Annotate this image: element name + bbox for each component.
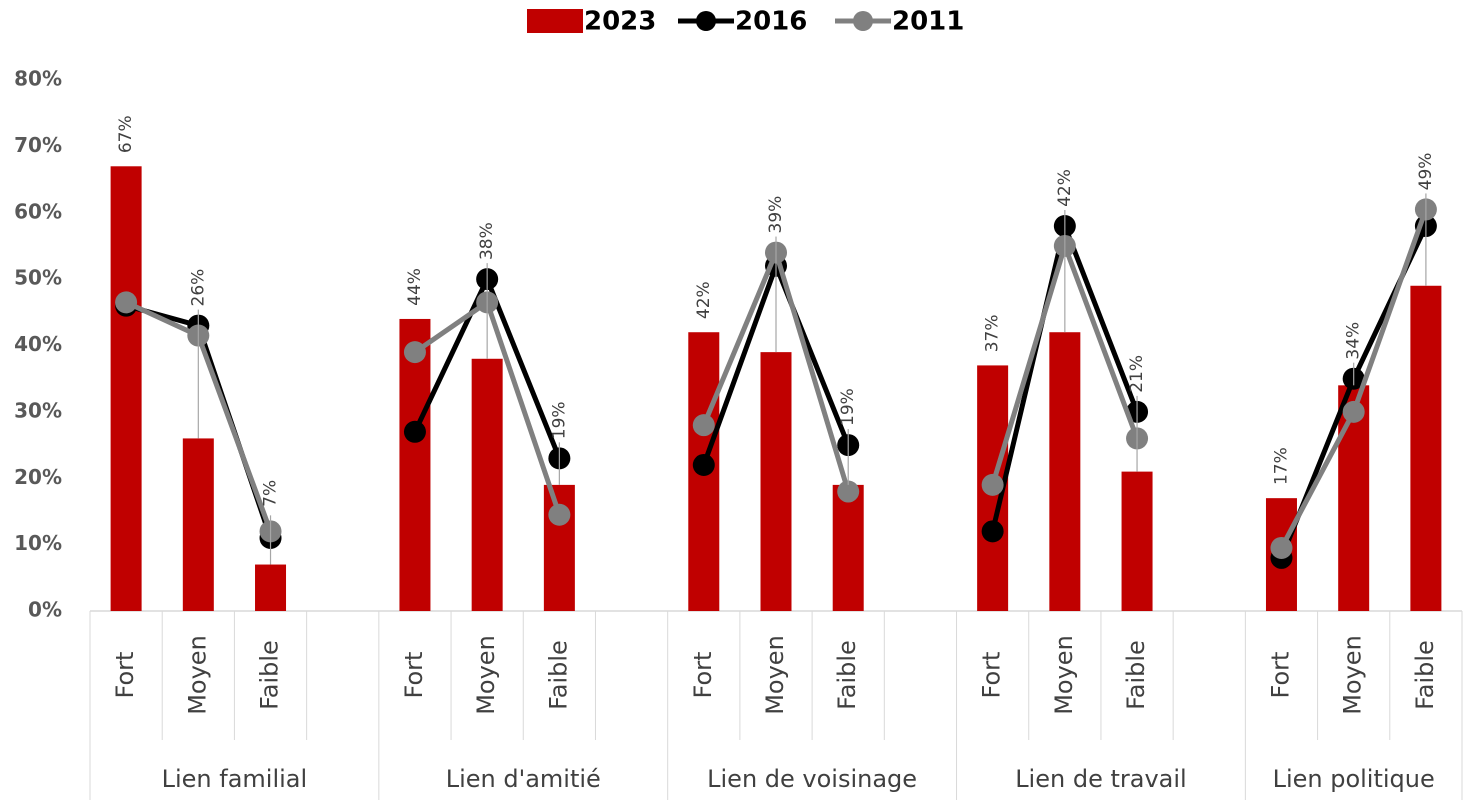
y-tick-label: 30% xyxy=(14,398,62,422)
bar xyxy=(1121,471,1153,611)
bar xyxy=(110,166,142,611)
x-tick-label: Moyen xyxy=(1339,635,1367,715)
marker xyxy=(692,414,715,437)
data-label: 7% xyxy=(261,480,281,507)
y-tick-label: 0% xyxy=(28,598,62,622)
data-label: 26% xyxy=(188,269,208,307)
x-tick-label: Moyen xyxy=(183,635,211,715)
legend-swatch xyxy=(696,11,716,31)
marker xyxy=(115,291,138,314)
marker xyxy=(692,453,715,476)
marker xyxy=(1342,400,1365,423)
data-label: 19% xyxy=(549,401,569,439)
x-tick-label: Faible xyxy=(256,640,284,710)
bar xyxy=(1338,385,1370,611)
data-label: 38% xyxy=(477,222,497,260)
y-tick-label: 50% xyxy=(14,266,62,290)
x-tick-label: Fort xyxy=(400,652,428,699)
bar xyxy=(1410,285,1442,611)
y-tick-label: 80% xyxy=(14,67,62,91)
x-tick-label: Fort xyxy=(1266,652,1294,699)
group-label: Lien de voisinage xyxy=(707,765,917,793)
marker xyxy=(403,341,426,364)
legend-label: 2011 xyxy=(892,7,964,37)
x-tick-label: Fort xyxy=(111,652,139,699)
legend-swatch xyxy=(527,9,583,33)
x-tick-label: Moyen xyxy=(761,635,789,715)
x-tick-label: Faible xyxy=(544,640,572,710)
x-tick-label: Moyen xyxy=(1050,635,1078,715)
data-label: 34% xyxy=(1344,322,1364,360)
legend-swatch xyxy=(853,11,873,31)
y-tick-label: 60% xyxy=(14,199,62,223)
y-tick-label: 40% xyxy=(14,332,62,356)
data-label: 67% xyxy=(116,115,136,153)
marker xyxy=(1270,536,1293,559)
bar xyxy=(760,352,792,611)
marker xyxy=(981,520,1004,543)
y-tick-label: 10% xyxy=(14,531,62,555)
data-label: 17% xyxy=(1271,447,1291,485)
data-label: 21% xyxy=(1127,355,1147,393)
x-tick-label: Faible xyxy=(1411,640,1439,710)
y-tick-label: 20% xyxy=(14,465,62,489)
data-label: 44% xyxy=(405,268,425,306)
group-label: Lien familial xyxy=(162,765,308,793)
bar xyxy=(471,358,503,611)
x-tick-label: Faible xyxy=(833,640,861,710)
legend-label: 2016 xyxy=(735,7,807,37)
group-label: Lien politique xyxy=(1273,765,1435,793)
data-label: 37% xyxy=(983,315,1003,353)
x-tick-label: Moyen xyxy=(472,635,500,715)
group-label: Lien de travail xyxy=(1015,765,1187,793)
bar xyxy=(399,318,431,611)
marker xyxy=(403,420,426,443)
data-label: 49% xyxy=(1416,153,1436,191)
bar xyxy=(832,484,864,611)
x-tick-label: Fort xyxy=(689,652,717,699)
data-label: 42% xyxy=(694,281,714,319)
data-label: 39% xyxy=(766,196,786,234)
x-tick-label: Fort xyxy=(978,652,1006,699)
data-label: 19% xyxy=(838,388,858,426)
bar xyxy=(255,564,287,611)
marker xyxy=(548,503,571,526)
bar xyxy=(1049,332,1081,611)
bar xyxy=(182,438,214,611)
marker xyxy=(837,480,860,503)
marker xyxy=(981,473,1004,496)
y-tick-label: 70% xyxy=(14,133,62,157)
legend-label: 2023 xyxy=(584,7,656,37)
x-tick-label: Faible xyxy=(1122,640,1150,710)
data-label: 42% xyxy=(1055,169,1075,207)
group-label: Lien d'amitié xyxy=(446,765,601,793)
